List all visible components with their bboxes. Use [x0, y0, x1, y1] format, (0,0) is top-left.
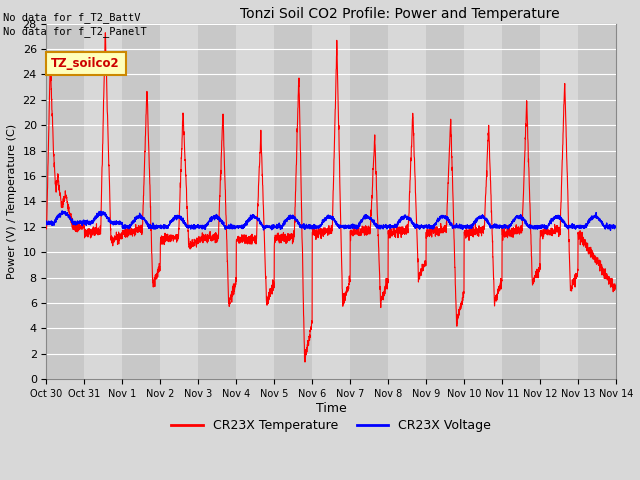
Legend: CR23X Temperature, CR23X Voltage: CR23X Temperature, CR23X Voltage — [166, 414, 496, 437]
Title: Tonzi Soil CO2 Profile: Power and Temperature: Tonzi Soil CO2 Profile: Power and Temper… — [240, 7, 559, 21]
Bar — [502, 24, 540, 379]
Bar — [161, 24, 198, 379]
Bar — [198, 24, 236, 379]
Text: No data for f_T2_PanelT: No data for f_T2_PanelT — [3, 26, 147, 37]
Bar — [464, 24, 502, 379]
Bar — [540, 24, 578, 379]
Y-axis label: Power (V) / Temperature (C): Power (V) / Temperature (C) — [7, 124, 17, 279]
Bar — [274, 24, 312, 379]
Bar — [426, 24, 464, 379]
Bar — [122, 24, 161, 379]
FancyBboxPatch shape — [47, 52, 126, 75]
X-axis label: Time: Time — [316, 402, 346, 415]
Bar — [350, 24, 388, 379]
Bar — [47, 24, 84, 379]
Bar — [84, 24, 122, 379]
Text: TZ_soilco2: TZ_soilco2 — [51, 57, 120, 70]
Text: No data for f_T2_BattV: No data for f_T2_BattV — [3, 12, 141, 23]
Bar — [578, 24, 616, 379]
Bar — [236, 24, 274, 379]
Bar — [388, 24, 426, 379]
Bar — [312, 24, 350, 379]
